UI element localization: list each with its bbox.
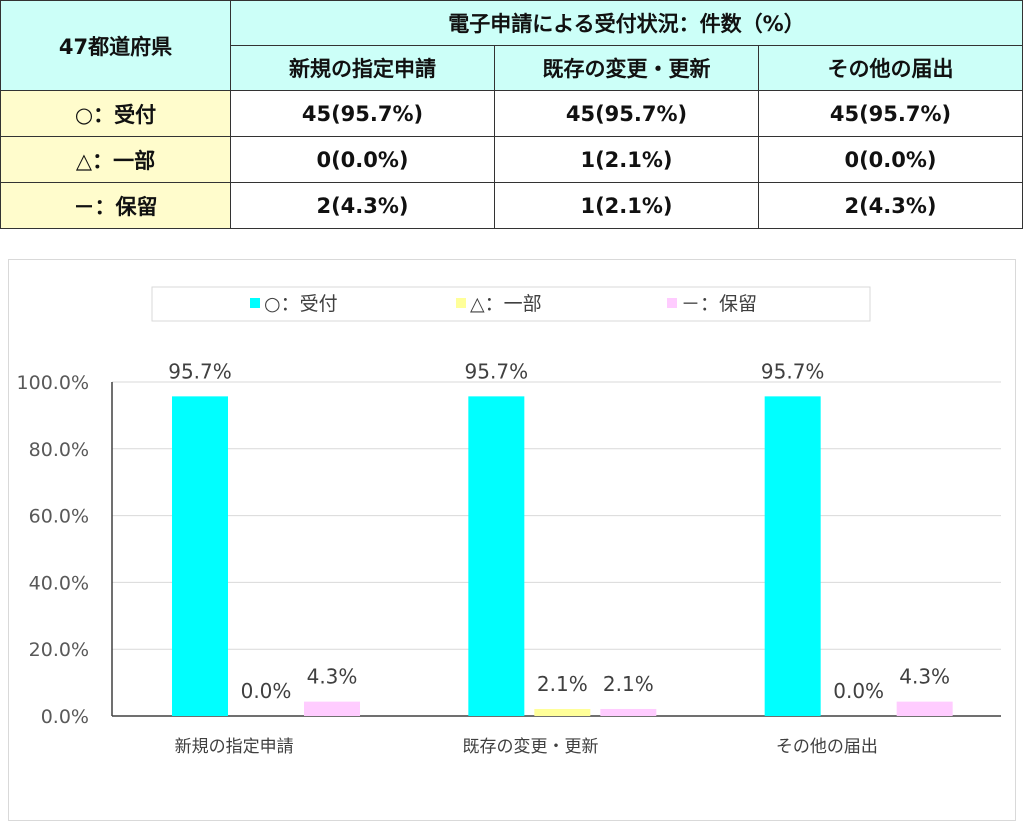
- table-row: ○：受付 45(95.7%) 45(95.7%) 45(95.7%): [0, 90, 1023, 137]
- x-tick-label: 既存の変更・更新: [463, 737, 599, 757]
- data-label: 2.1%: [537, 672, 588, 696]
- legend-label: －：保留: [681, 293, 757, 315]
- bar: [172, 396, 228, 716]
- data-label: 4.3%: [307, 665, 358, 689]
- legend-swatch: [456, 298, 466, 308]
- table-column-header: その他の届出: [758, 45, 1023, 91]
- summary-table: 47都道府県 電子申請による受付状況：件数（%） 新規の指定申請 既存の変更・更…: [0, 0, 1023, 229]
- table-cell: 2(4.3%): [230, 182, 495, 229]
- data-label: 4.3%: [899, 665, 950, 689]
- data-label: 0.0%: [241, 679, 292, 703]
- data-label: 95.7%: [465, 359, 529, 383]
- data-label: 95.7%: [761, 359, 825, 383]
- table-row-label: △：一部: [0, 136, 231, 183]
- table-cell: 0(0.0%): [230, 136, 495, 183]
- bar: [764, 396, 821, 716]
- table-row: －：保留 2(4.3%) 1(2.1%) 2(4.3%): [0, 182, 1023, 229]
- table-column-header: 既存の変更・更新: [494, 45, 759, 91]
- bar: [534, 708, 591, 716]
- table-column-header: 新規の指定申請: [230, 45, 495, 91]
- data-label: 2.1%: [603, 672, 654, 696]
- legend-label: △：一部: [470, 293, 542, 315]
- table-group-header: 電子申請による受付状況：件数（%）: [230, 0, 1023, 46]
- y-tick-label: 60.0%: [29, 506, 89, 528]
- y-tick-label: 100.0%: [17, 372, 89, 394]
- bar: [304, 701, 360, 716]
- data-label: 95.7%: [168, 359, 232, 383]
- legend-label: ○：受付: [264, 293, 338, 315]
- table-row: △：一部 0(0.0%) 1(2.1%) 0(0.0%): [0, 136, 1023, 183]
- x-tick-label: その他の届出: [776, 737, 878, 757]
- table-cell: 45(95.7%): [494, 90, 759, 137]
- bar: [468, 396, 525, 716]
- y-tick-label: 80.0%: [29, 439, 89, 461]
- legend-box: [151, 286, 871, 322]
- table-cell: 2(4.3%): [758, 182, 1023, 229]
- table-cell: 0(0.0%): [758, 136, 1023, 183]
- bar-chart: 0.0% 20.0% 40.0% 60.0% 80.0% 100.0% 95.7% 0.0% 4…: [17, 286, 1001, 757]
- y-tick-label: 40.0%: [29, 572, 89, 594]
- x-tick-label: 新規の指定申請: [175, 737, 294, 757]
- y-tick-label: 20.0%: [29, 639, 89, 661]
- bar: [600, 708, 657, 716]
- chart-area: 0.0% 20.0% 40.0% 60.0% 80.0% 100.0% 95.7% 0.0% 4…: [8, 259, 1016, 821]
- table-cell: 45(95.7%): [230, 90, 495, 137]
- data-label: 0.0%: [833, 679, 884, 703]
- table-cell: 1(2.1%): [494, 182, 759, 229]
- bar: [896, 701, 953, 716]
- table-corner-label: 47都道府県: [0, 0, 231, 91]
- table-row-label: ○：受付: [0, 90, 231, 137]
- y-tick-label: 0.0%: [41, 706, 89, 728]
- table-cell: 45(95.7%): [758, 90, 1023, 137]
- table-row-label: －：保留: [0, 182, 231, 229]
- legend-swatch: [250, 298, 260, 308]
- table-cell: 1(2.1%): [494, 136, 759, 183]
- legend-swatch: [667, 298, 677, 308]
